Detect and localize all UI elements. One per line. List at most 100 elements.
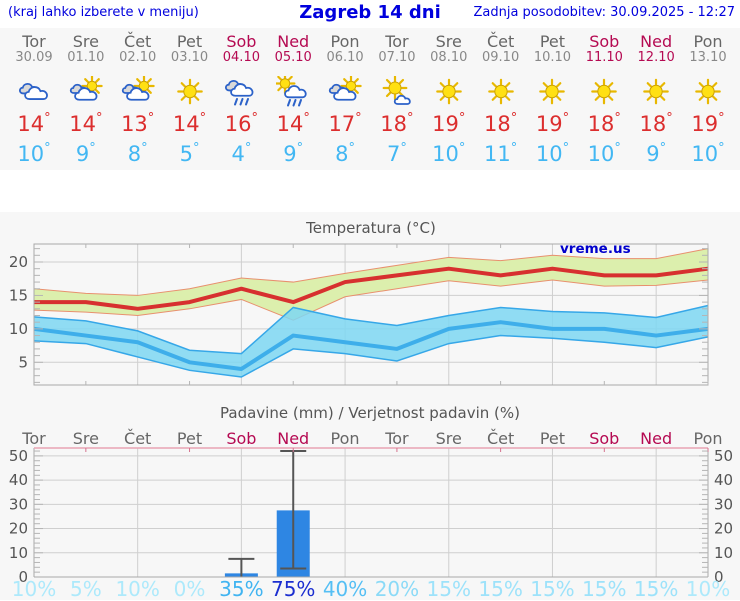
degree-sign: ° xyxy=(192,141,200,156)
min-temp-label: 8° xyxy=(127,141,148,167)
rain-icon xyxy=(225,79,254,106)
precipitation-chart: 0 0 10 10 20 20 30 30 40 40 50 50 xyxy=(9,447,733,586)
day-name-label: Tor xyxy=(22,429,46,448)
precip-probability-label: 40% xyxy=(322,577,368,601)
sunny-icon xyxy=(176,78,203,105)
partly-cloudy-icon xyxy=(69,76,103,101)
temperature-chart-title: Temperatura (°C) xyxy=(305,219,436,237)
day-date-label: 30.09 xyxy=(15,50,53,65)
day-name-label: Pet xyxy=(176,429,203,448)
vreme-watermark[interactable]: vreme.us xyxy=(560,241,631,257)
min-temp-label: 11° xyxy=(483,141,518,167)
day-date-label: 12.10 xyxy=(637,50,675,65)
day-date-label: 13.10 xyxy=(689,50,727,65)
day-name-label: Sob xyxy=(226,429,257,448)
y-axis-label: 20 xyxy=(9,520,28,538)
min-temp-line xyxy=(33,320,709,371)
y-axis-label: 50 xyxy=(9,447,28,465)
day-date-label: 08.10 xyxy=(430,50,468,65)
degree-sign: ° xyxy=(458,111,466,126)
max-band-edge xyxy=(33,248,709,296)
precip-probability-label: 0% xyxy=(173,577,206,601)
max-temp-label: 14° xyxy=(17,111,51,137)
sunny-icon xyxy=(487,78,514,105)
sunny-icon xyxy=(435,78,462,105)
day-date-label: 10.10 xyxy=(533,50,572,65)
min-band-edge xyxy=(33,304,709,355)
y-axis-label: 10 xyxy=(9,544,28,562)
degree-sign: ° xyxy=(510,141,518,156)
sunny-icon xyxy=(643,78,669,105)
day-name-label: Pon xyxy=(330,429,360,448)
day-name-label: Čet xyxy=(124,32,152,51)
day-name-label: Sre xyxy=(72,32,99,51)
max-temp-line xyxy=(34,266,709,311)
degree-sign: ° xyxy=(199,111,207,126)
degree-sign: ° xyxy=(659,141,667,156)
degree-sign: ° xyxy=(614,111,621,126)
max-temp-label: 14° xyxy=(172,111,207,137)
degree-sign: ° xyxy=(718,111,725,126)
degree-sign: ° xyxy=(614,141,621,156)
last-update-label: Zadnja posodobitev: 30.09.2025 - 12:27 xyxy=(473,5,735,20)
precip-probability-label: 15% xyxy=(478,577,523,601)
mostly-sunny-icon xyxy=(382,76,411,105)
precipitation-chart-title: Padavine (mm) / Verjetnost padavin (%) xyxy=(220,404,520,422)
min-temp-label: 10° xyxy=(17,141,51,167)
sun-rain-icon xyxy=(276,76,307,107)
y-axis-label: 10 xyxy=(714,544,733,562)
max-temp-label: 14° xyxy=(276,111,310,137)
y-axis-label: 10 xyxy=(9,320,28,338)
precip-probability-label: 5% xyxy=(69,577,102,601)
degree-sign: ° xyxy=(458,141,466,156)
max-temp-band xyxy=(34,248,708,321)
y-axis-label: 30 xyxy=(714,495,733,513)
degree-sign: ° xyxy=(355,111,362,126)
day-name-label: Ned xyxy=(277,32,310,51)
sunny-icon xyxy=(695,78,721,105)
partly-cloudy-icon xyxy=(121,76,155,101)
max-band-edge xyxy=(33,279,709,321)
forecast-strip-background xyxy=(0,28,740,170)
max-temp-label: 19° xyxy=(691,111,725,137)
day-name-label: Čet xyxy=(124,429,152,448)
degree-sign: ° xyxy=(95,111,103,126)
precip-probability-label: 10% xyxy=(685,577,731,601)
max-temp-label: 19° xyxy=(535,111,570,137)
precip-probability-label: 35% xyxy=(219,577,264,601)
degree-sign: ° xyxy=(303,111,310,126)
min-temp-label: 9° xyxy=(283,141,304,167)
degree-sign: ° xyxy=(400,141,407,156)
min-temp-label: 8° xyxy=(335,141,356,167)
degree-sign: ° xyxy=(348,141,356,156)
max-temp-label: 18° xyxy=(380,111,414,137)
degree-sign: ° xyxy=(251,111,258,126)
min-temp-label: 5° xyxy=(179,141,200,167)
min-temp-label: 7° xyxy=(386,141,407,167)
degree-sign: ° xyxy=(510,111,518,126)
location-menu-note: (kraj lahko izberete v meniju) xyxy=(8,5,199,20)
day-date-label: 04.10 xyxy=(222,50,260,65)
max-temp-label: 19° xyxy=(432,111,466,137)
day-date-label: 01.10 xyxy=(67,50,105,65)
degree-sign: ° xyxy=(44,111,51,126)
temperature-chart: 5 10 15 20 Temperatura (°C) vreme.us xyxy=(9,219,709,386)
degree-sign: ° xyxy=(562,111,570,126)
day-date-label: 07.10 xyxy=(378,50,416,65)
min-band-edge xyxy=(33,334,709,378)
day-name-label: Ned xyxy=(277,429,310,448)
degree-sign: ° xyxy=(718,141,725,156)
max-temp-label: 18° xyxy=(483,111,518,137)
day-date-label: 06.10 xyxy=(326,50,364,65)
day-date-label: 11.10 xyxy=(585,50,623,65)
partly-cloudy-icon xyxy=(328,76,362,101)
y-axis-label: 30 xyxy=(9,495,28,513)
y-axis-label: 20 xyxy=(714,520,733,538)
day-name-label: Pet xyxy=(539,429,566,448)
day-name-label: Tor xyxy=(385,429,409,448)
degree-sign: ° xyxy=(666,111,673,126)
max-temp-label: 16° xyxy=(224,111,258,137)
day-name-label: Sre xyxy=(435,429,462,448)
y-axis-label: 0 xyxy=(714,568,724,586)
precip-probability-label: 15% xyxy=(633,577,679,601)
